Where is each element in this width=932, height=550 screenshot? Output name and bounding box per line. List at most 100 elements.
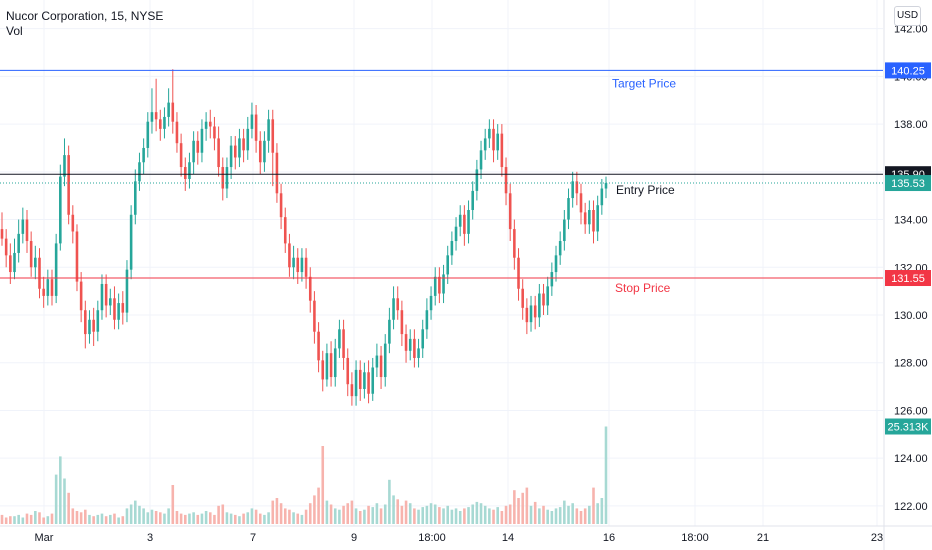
- volume-bar: [471, 504, 474, 524]
- candle-body: [554, 255, 558, 273]
- volume-bar: [546, 509, 549, 524]
- volume-bar: [4, 517, 8, 524]
- volume-bar: [300, 514, 304, 524]
- volume-bar: [225, 512, 229, 524]
- candle-body: [100, 283, 104, 311]
- symbol-title[interactable]: Nucor Corporation, 15, NYSE: [6, 9, 164, 23]
- time-tick-label: 18:00: [418, 532, 446, 544]
- price-tick-label: 130.00: [894, 310, 928, 322]
- candle-body: [379, 355, 383, 378]
- volume-bar: [313, 495, 316, 524]
- volume-bar: [175, 511, 179, 524]
- time-tick-label: 7: [250, 532, 256, 544]
- candle-body: [34, 257, 37, 268]
- candle-body: [59, 176, 62, 244]
- volume-bar: [588, 505, 591, 524]
- candle-body: [46, 279, 50, 296]
- price-levels[interactable]: Target Price Entry Price Stop Price: [0, 69, 883, 295]
- volume-bar: [283, 508, 287, 524]
- volume-bar: [492, 509, 495, 524]
- volume-bar: [142, 508, 145, 524]
- volume-bar: [246, 512, 250, 524]
- candle-body: [104, 283, 108, 306]
- candle-body: [158, 119, 162, 129]
- volume-bar: [317, 487, 320, 524]
- candle-body: [246, 128, 250, 151]
- candle-body: [413, 338, 416, 358]
- volume-bar: [138, 505, 141, 524]
- candle-body: [175, 121, 179, 144]
- candle-body: [404, 334, 408, 351]
- candle-body: [129, 214, 133, 270]
- candle-body: [496, 133, 499, 151]
- candle-body: [167, 102, 170, 117]
- volume-bar: [525, 487, 529, 524]
- volume-bar: [71, 508, 75, 524]
- volume-bar: [13, 516, 16, 524]
- candle-body: [96, 310, 100, 332]
- volume-bar: [150, 509, 154, 524]
- candle-body: [79, 281, 83, 311]
- candle-body: [521, 288, 524, 308]
- target-price-axis-badge: [885, 62, 931, 79]
- candle-body: [346, 357, 350, 385]
- volume-bar: [79, 512, 83, 524]
- volume-bar: [408, 503, 412, 524]
- volume-indicator-label[interactable]: Vol: [6, 24, 23, 38]
- candle-body: [508, 193, 512, 230]
- volume-bar: [454, 508, 458, 524]
- candle-body: [233, 145, 237, 158]
- price-tick-label: 126.00: [894, 405, 928, 417]
- volume-bar: [571, 503, 574, 524]
- entry-price-label: Entry Price: [616, 183, 675, 197]
- volume-bar: [63, 478, 66, 524]
- volume-bar: [242, 513, 245, 524]
- stop-price-axis-value: 131.55: [891, 273, 925, 285]
- volume-bar: [479, 503, 483, 524]
- time-tick-label: Mar: [35, 532, 54, 544]
- candle-body: [75, 231, 79, 282]
- candle-body: [571, 181, 574, 199]
- time-tick-label: 23: [871, 532, 883, 544]
- volume-bar: [563, 500, 566, 524]
- candle-body: [267, 119, 270, 141]
- candle-body: [67, 155, 70, 215]
- currency-button[interactable]: USD: [894, 6, 921, 26]
- last-price-badge: [885, 175, 931, 192]
- volume-bar: [358, 511, 362, 524]
- target-price-label: Target Price: [612, 76, 676, 90]
- volume-bar: [596, 503, 599, 524]
- volume-bar: [513, 490, 516, 524]
- volume-bar: [433, 504, 437, 524]
- volume-bar: [196, 514, 200, 524]
- volume-bar: [354, 508, 358, 524]
- candle-body: [400, 310, 404, 335]
- volume-bar: [600, 498, 604, 524]
- volume-bar: [146, 512, 150, 524]
- candle-body: [513, 229, 516, 258]
- chart-legend: Nucor Corporation, 15, NYSE Vol: [6, 9, 163, 39]
- volume-bar: [329, 504, 333, 524]
- candle-body: [138, 162, 141, 182]
- volume-bar: [421, 507, 425, 524]
- target-price-axis-value: 140.25: [891, 65, 925, 77]
- candle-body: [529, 305, 533, 323]
- volume-bar: [200, 513, 204, 524]
- candle-body: [229, 145, 233, 168]
- volume-bar: [275, 498, 279, 524]
- candle-body: [579, 193, 583, 213]
- candle-body: [438, 276, 441, 294]
- candle-body: [146, 121, 150, 148]
- candle-body: [596, 205, 599, 232]
- candle-body: [392, 298, 395, 320]
- candle-body: [121, 303, 125, 313]
- volume-bar: [88, 514, 91, 524]
- candle-body: [433, 276, 437, 296]
- candle-body: [592, 210, 595, 232]
- candle-body: [308, 276, 312, 301]
- volume-bar: [458, 511, 462, 524]
- volume-bar: [34, 511, 37, 524]
- volume-bar: [400, 505, 404, 524]
